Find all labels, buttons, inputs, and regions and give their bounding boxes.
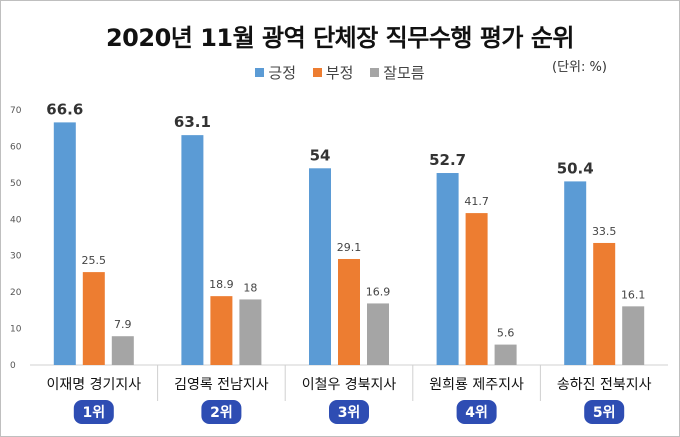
legend-item-positive: 긍정: [255, 62, 296, 83]
bar-negative: [465, 213, 488, 365]
bar-positive: [309, 168, 331, 365]
data-label: 41.7: [464, 195, 489, 208]
bar-unknown: [239, 299, 262, 365]
data-label: 33.5: [592, 225, 617, 238]
rank-badge: [456, 400, 497, 424]
category-label: 원희룡 제주지사: [429, 377, 524, 393]
rank-badge: [584, 400, 625, 424]
legend-swatch-unknown: [370, 68, 380, 77]
bar-negative: [210, 296, 233, 365]
legend-item-negative: 부정: [312, 62, 354, 83]
legend: 긍정 부정 잘모름: [0, 62, 680, 83]
legend-swatch-positive: [255, 68, 265, 77]
data-label: 50.4: [557, 159, 594, 177]
legend-item-unknown: 잘모름: [370, 62, 425, 83]
bar-positive: [564, 181, 587, 365]
data-label: 7.9: [114, 318, 132, 331]
y-tick-label: 60: [10, 142, 22, 152]
category-label: 이재명 경기지사: [46, 377, 141, 393]
data-label: 52.7: [429, 151, 466, 169]
bar-positive: [181, 135, 204, 365]
data-label: 63.1: [174, 113, 211, 131]
data-label: 16.9: [366, 285, 391, 298]
bar-negative: [593, 242, 616, 365]
y-tick-label: 0: [10, 361, 16, 371]
data-label: 66.6: [46, 100, 83, 118]
category-label: 김영록 전남지사: [174, 377, 269, 393]
bar-unknown: [622, 306, 645, 365]
legend-label-unknown: 잘모름: [383, 64, 425, 82]
y-tick-label: 30: [10, 252, 22, 262]
bar-unknown: [367, 303, 389, 365]
bar-positive: [53, 122, 76, 365]
bar-unknown: [111, 336, 134, 365]
y-tick-label: 40: [10, 215, 22, 225]
data-label: 18: [243, 281, 257, 294]
chart-title: 2020년 11월 광역 단체장 직무수행 평가 순위: [105, 24, 575, 52]
category-label: 송하진 전북지사: [557, 377, 652, 393]
data-label: 5.6: [497, 327, 515, 340]
data-label: 54: [310, 146, 331, 164]
data-label: 16.1: [621, 288, 646, 301]
rank-badge-label: 2위: [210, 405, 233, 421]
legend-swatch-negative: [312, 68, 322, 77]
data-label: 25.5: [82, 254, 107, 267]
bar-negative: [338, 258, 360, 365]
legend-label-negative: 부정: [325, 64, 354, 82]
bar-unknown: [494, 344, 517, 365]
y-tick-label: 70: [10, 106, 22, 116]
rank-badge: [73, 400, 114, 424]
bar-negative: [82, 272, 105, 365]
rank-badge-label: 1위: [82, 405, 105, 421]
legend-label-positive: 긍정: [268, 64, 297, 82]
y-tick-label: 50: [10, 179, 22, 189]
data-label: 29.1: [337, 241, 362, 254]
y-tick-label: 10: [10, 325, 22, 335]
rank-badge-label: 5위: [593, 405, 616, 421]
rank-badge-label: 3위: [338, 405, 361, 421]
category-label: 이철우 경북지사: [302, 377, 397, 393]
rank-badge: [329, 400, 369, 424]
unit-note: (단위: %): [552, 60, 607, 75]
bar-positive: [436, 173, 459, 365]
rank-badge-label: 4위: [465, 405, 488, 421]
rank-badge: [201, 400, 242, 424]
data-label: 18.9: [209, 278, 234, 291]
y-tick-label: 20: [10, 288, 22, 298]
